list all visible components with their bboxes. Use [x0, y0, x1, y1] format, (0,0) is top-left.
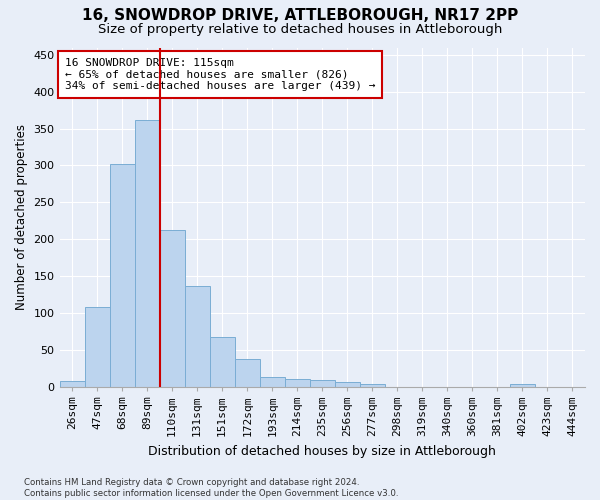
Bar: [110, 164, 134, 386]
Text: Size of property relative to detached houses in Attleborough: Size of property relative to detached ho…: [98, 22, 502, 36]
Bar: [310, 380, 335, 386]
Bar: [185, 286, 209, 386]
Bar: [160, 230, 185, 386]
Bar: [235, 358, 260, 386]
Text: 16 SNOWDROP DRIVE: 115sqm
← 65% of detached houses are smaller (826)
34% of semi: 16 SNOWDROP DRIVE: 115sqm ← 65% of detac…: [65, 58, 375, 91]
Text: 16, SNOWDROP DRIVE, ATTLEBOROUGH, NR17 2PP: 16, SNOWDROP DRIVE, ATTLEBOROUGH, NR17 2…: [82, 8, 518, 22]
Bar: [335, 382, 360, 386]
Bar: [285, 380, 310, 386]
X-axis label: Distribution of detached houses by size in Attleborough: Distribution of detached houses by size …: [148, 444, 496, 458]
Bar: [134, 120, 160, 386]
Text: Contains HM Land Registry data © Crown copyright and database right 2024.
Contai: Contains HM Land Registry data © Crown c…: [24, 478, 398, 498]
Bar: [260, 377, 285, 386]
Bar: [360, 384, 385, 386]
Bar: [85, 307, 110, 386]
Bar: [209, 336, 235, 386]
Bar: [59, 380, 85, 386]
Y-axis label: Number of detached properties: Number of detached properties: [15, 124, 28, 310]
Bar: [510, 384, 535, 386]
